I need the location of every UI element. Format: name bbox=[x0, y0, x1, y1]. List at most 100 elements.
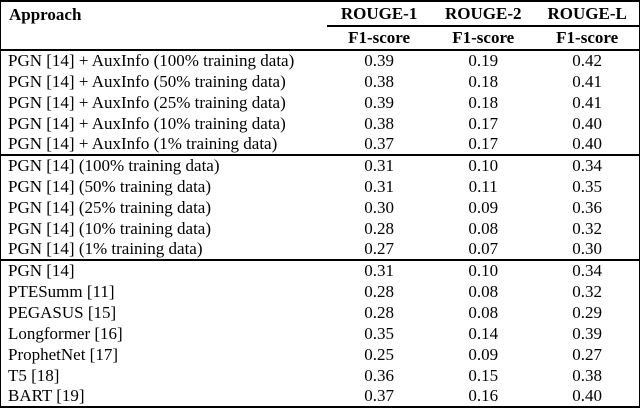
score-cell: 0.38 bbox=[364, 71, 394, 91]
table-row: PGN [14] + AuxInfo (1% training data) 0.3… bbox=[1, 134, 640, 155]
table-section-auxinfo: PGN [14] + AuxInfo (100% training data) 0… bbox=[0, 50, 640, 155]
score-cell: 0.08 bbox=[468, 218, 499, 238]
score-cell: 0.41 bbox=[572, 92, 603, 112]
results-table: Approach ROUGE-1 ROUGE-2 ROUGE-L F1-scor… bbox=[0, 0, 640, 408]
score-cell: 0.35 bbox=[572, 176, 603, 196]
score-cell: 0.40 bbox=[572, 134, 603, 153]
approach-cell: PGN [14] (10% training data) bbox=[8, 218, 212, 238]
subheader-f1-rouge-l: F1-score bbox=[556, 28, 619, 47]
table-row: PGN [14] (50% training data) 0.31 0.11 0.35 bbox=[1, 176, 640, 197]
score-cell: 0.15 bbox=[468, 365, 499, 385]
table-row: PGN [14] (100% training data) 0.31 0.10 0.3… bbox=[1, 155, 640, 176]
score-cell: 0.31 bbox=[364, 261, 394, 280]
subheader-f1-rouge-1: F1-score bbox=[348, 28, 411, 47]
score-cell: 0.08 bbox=[468, 302, 499, 322]
table-row: PGN [14] (25% training data) 0.30 0.09 0.36 bbox=[1, 197, 640, 218]
table-row: PTESumm [11] 0.28 0.08 0.32 bbox=[1, 281, 640, 302]
approach-cell: PGN [14] + AuxInfo (10% training data) bbox=[8, 113, 286, 133]
score-cell: 0.34 bbox=[572, 156, 603, 175]
score-cell: 0.18 bbox=[468, 92, 499, 112]
score-cell: 0.34 bbox=[572, 261, 603, 280]
score-cell: 0.07 bbox=[468, 239, 499, 258]
score-cell: 0.39 bbox=[364, 92, 394, 112]
header-row-metrics: Approach ROUGE-1 ROUGE-2 ROUGE-L bbox=[1, 1, 640, 27]
score-cell: 0.28 bbox=[364, 302, 394, 322]
score-cell: 0.31 bbox=[364, 156, 394, 175]
column-header-approach: Approach bbox=[9, 5, 82, 24]
score-cell: 0.09 bbox=[468, 197, 499, 217]
score-cell: 0.39 bbox=[364, 51, 394, 70]
score-cell: 0.40 bbox=[572, 386, 603, 405]
table-row: Longformer [16] 0.35 0.14 0.39 bbox=[1, 323, 640, 344]
score-cell: 0.37 bbox=[364, 386, 394, 405]
table-row: PGN [14] + AuxInfo (50% training data) 0.… bbox=[1, 71, 640, 92]
score-cell: 0.10 bbox=[468, 261, 499, 280]
table-row: PGN [14] + AuxInfo (10% training data) 0.… bbox=[1, 113, 640, 134]
approach-cell: ProphetNet [17] bbox=[8, 344, 119, 364]
score-cell: 0.18 bbox=[468, 71, 499, 91]
score-cell: 0.36 bbox=[572, 197, 603, 217]
approach-cell: PGN [14] bbox=[8, 261, 75, 280]
score-cell: 0.14 bbox=[468, 323, 499, 343]
column-header-rouge-1: ROUGE-1 bbox=[327, 1, 432, 27]
column-header-rouge-2: ROUGE-2 bbox=[431, 1, 536, 27]
subheader-f1-rouge-2: F1-score bbox=[452, 28, 515, 47]
score-cell: 0.40 bbox=[572, 113, 603, 133]
score-cell: 0.35 bbox=[364, 323, 394, 343]
table-row: PGN [14] (10% training data) 0.28 0.08 0.32 bbox=[1, 218, 640, 239]
score-cell: 0.11 bbox=[468, 176, 498, 196]
table-row: ProphetNet [17] 0.25 0.09 0.27 bbox=[1, 344, 640, 365]
approach-cell: PGN [14] + AuxInfo (50% training data) bbox=[8, 71, 286, 91]
score-cell: 0.29 bbox=[572, 302, 603, 322]
score-cell: 0.19 bbox=[468, 51, 499, 70]
table-row: PGN [14] (1% training data) 0.27 0.07 0.30 bbox=[1, 239, 640, 260]
approach-cell: PEGASUS [15] bbox=[8, 302, 117, 322]
column-header-rouge-l: ROUGE-L bbox=[535, 1, 640, 27]
approach-cell: Longformer [16] bbox=[8, 323, 123, 343]
table-row: PEGASUS [15] 0.28 0.08 0.29 bbox=[1, 302, 640, 323]
score-cell: 0.27 bbox=[364, 239, 394, 258]
approach-cell: T5 [18] bbox=[8, 365, 60, 385]
table-section-pgn-ablation: PGN [14] (100% training data) 0.31 0.10 0.3… bbox=[0, 155, 640, 260]
score-cell: 0.42 bbox=[572, 51, 603, 70]
approach-cell: PGN [14] (1% training data) bbox=[8, 239, 203, 258]
score-cell: 0.17 bbox=[468, 113, 499, 133]
score-cell: 0.27 bbox=[572, 344, 603, 364]
score-cell: 0.36 bbox=[364, 365, 394, 385]
approach-cell: PGN [14] + AuxInfo (25% training data) bbox=[8, 92, 286, 112]
approach-cell: PGN [14] + AuxInfo (1% training data) bbox=[8, 134, 278, 153]
score-cell: 0.30 bbox=[364, 197, 394, 217]
score-cell: 0.28 bbox=[364, 218, 394, 238]
score-cell: 0.17 bbox=[468, 134, 499, 153]
approach-cell: PGN [14] + AuxInfo (100% training data) bbox=[8, 51, 295, 70]
score-cell: 0.32 bbox=[572, 218, 603, 238]
score-cell: 0.31 bbox=[364, 176, 394, 196]
table-row: T5 [18] 0.36 0.15 0.38 bbox=[1, 365, 640, 386]
score-cell: 0.08 bbox=[468, 281, 499, 301]
score-cell: 0.41 bbox=[572, 71, 603, 91]
table-row: BART [19] 0.37 0.16 0.40 bbox=[1, 386, 640, 407]
approach-cell: PGN [14] (25% training data) bbox=[8, 197, 212, 217]
approach-cell: PGN [14] (50% training data) bbox=[8, 176, 212, 196]
score-cell: 0.09 bbox=[468, 344, 499, 364]
score-cell: 0.38 bbox=[364, 113, 394, 133]
approach-cell: PGN [14] (100% training data) bbox=[8, 156, 220, 175]
score-cell: 0.37 bbox=[364, 134, 394, 153]
table-header: Approach ROUGE-1 ROUGE-2 ROUGE-L F1-scor… bbox=[0, 1, 640, 50]
score-cell: 0.39 bbox=[572, 323, 603, 343]
header-row-f1: F1-score F1-score F1-score bbox=[1, 26, 640, 50]
score-cell: 0.25 bbox=[364, 344, 394, 364]
score-cell: 0.38 bbox=[572, 365, 603, 385]
score-cell: 0.28 bbox=[364, 281, 394, 301]
approach-cell: BART [19] bbox=[8, 386, 85, 405]
table-row: PGN [14] + AuxInfo (100% training data) 0… bbox=[1, 50, 640, 71]
table-row: PGN [14] 0.31 0.10 0.34 bbox=[1, 260, 640, 281]
score-cell: 0.16 bbox=[468, 386, 499, 405]
score-cell: 0.32 bbox=[572, 281, 603, 301]
table-row: PGN [14] + AuxInfo (25% training data) 0.… bbox=[1, 92, 640, 113]
approach-cell: PTESumm [11] bbox=[8, 281, 115, 301]
table-section-baselines: PGN [14] 0.31 0.10 0.34 PTESumm [11] 0.28 0.08… bbox=[0, 260, 640, 407]
score-cell: 0.30 bbox=[572, 239, 603, 258]
score-cell: 0.10 bbox=[468, 156, 499, 175]
